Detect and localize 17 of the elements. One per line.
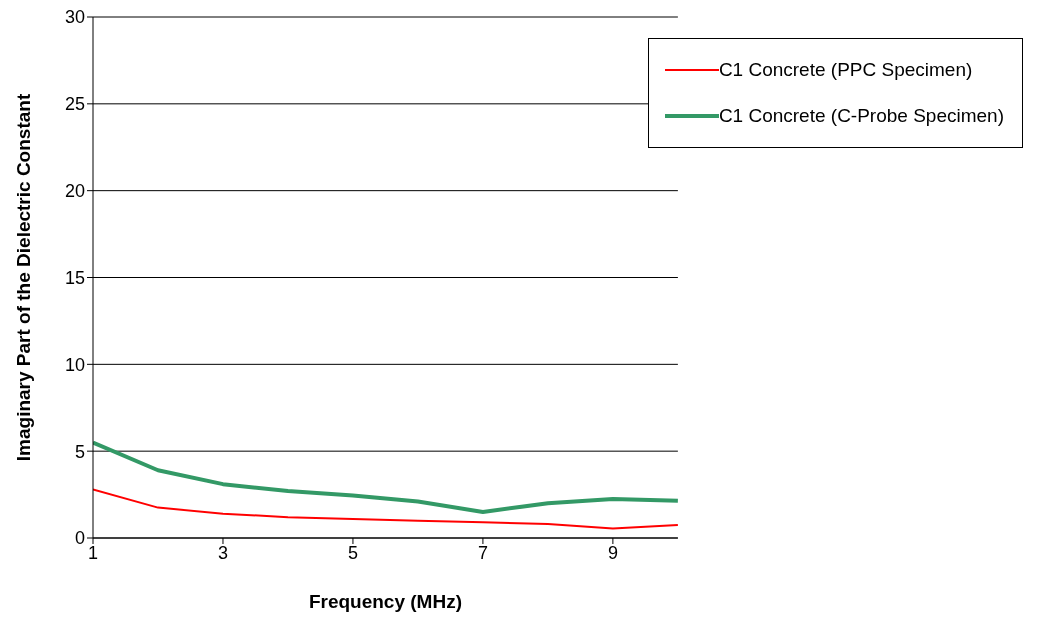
y-tick-label: 30 (64, 7, 85, 28)
x-tick-label: 5 (347, 542, 358, 563)
x-tick-label: 3 (217, 542, 228, 563)
x-axis-title: Frequency (MHz) (308, 591, 462, 612)
x-tick-label: 1 (87, 542, 99, 563)
x-tick-label: 9 (607, 542, 618, 563)
x-tick-label: 7 (477, 542, 488, 563)
y-tick-label: 5 (74, 441, 85, 462)
y-axis-title: Imaginary Part of the Dielectric Constant (12, 93, 34, 462)
y-tick-label: 20 (64, 181, 85, 202)
legend-label: C1 Concrete (C-Probe Specimen) (718, 105, 1004, 127)
legend-label: C1 Concrete (PPC Specimen) (718, 59, 973, 81)
y-tick-label: 0 (74, 528, 85, 549)
y-tick-label: 10 (64, 354, 85, 375)
y-tick-label: 25 (64, 94, 85, 115)
line-series (93, 488, 678, 530)
y-tick-label: 15 (64, 267, 85, 288)
